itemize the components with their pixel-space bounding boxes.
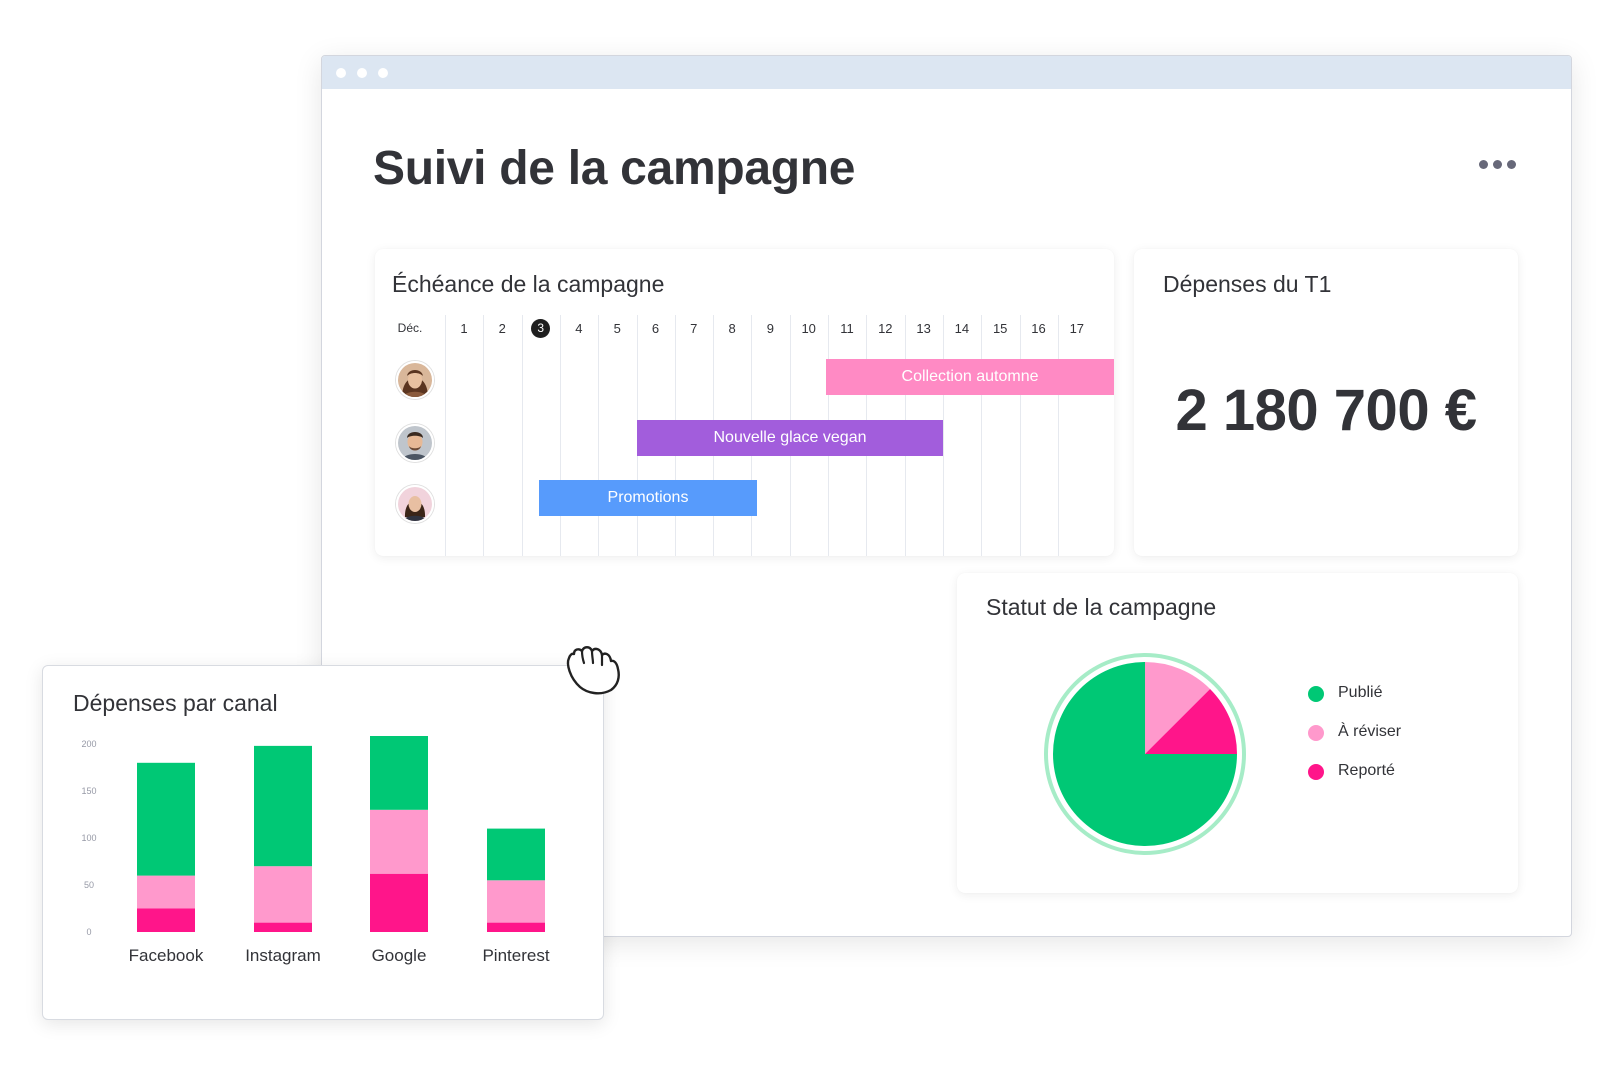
bar-segment[interactable] [487, 828, 545, 881]
legend-label: Reporté [1338, 762, 1395, 779]
channel-bar-chart: 0 50 100 150 200 Facebook Instagram Google Pinte… [81, 736, 550, 965]
timeline-day-label: 7 [690, 321, 698, 336]
channel-spend-title: Dépenses par canal [73, 690, 278, 716]
dashboard-window: Suivi de la campagne Échéance de la camp… [321, 55, 1572, 937]
timeline-card-title: Échéance de la campagne [392, 271, 665, 297]
bar-segment[interactable] [370, 809, 428, 874]
timeline-day-label: 6 [651, 321, 660, 336]
legend-dot-icon [1308, 764, 1324, 780]
x-category-label: Facebook [129, 946, 204, 965]
timeline-day-label: 14 [954, 321, 970, 336]
avatar-woman-2[interactable] [396, 485, 434, 523]
timeline-gridline [445, 315, 446, 556]
timeline-gridline [559, 315, 561, 556]
timeline-gridline [942, 315, 944, 556]
timeline-gridline [483, 315, 485, 556]
timeline-gridline [981, 315, 983, 556]
pie-slice[interactable] [1145, 688, 1237, 754]
timeline-day-label: 4 [575, 321, 583, 336]
status-pie-chart [1044, 653, 1246, 855]
channel-spend-card[interactable]: Dépenses par canal 0 50 100 150 200 Facebook I… [42, 665, 604, 1020]
bar-segment[interactable] [254, 745, 312, 867]
more-options-icon[interactable] [1479, 157, 1523, 171]
avatar-man[interactable] [396, 424, 434, 462]
timeline-day-label: 15 [992, 321, 1008, 336]
x-category-label: Google [372, 946, 427, 965]
legend-label: À réviser [1338, 723, 1402, 740]
timeline-day-label: 11 [840, 321, 854, 336]
y-tick-label: 200 [81, 739, 96, 749]
window-dot-icon[interactable] [378, 68, 388, 78]
timeline-day-label: 13 [916, 321, 931, 336]
q1-spend-amount: 2 180 700 € [1175, 378, 1477, 443]
timeline-day-label: 8 [728, 321, 736, 336]
grab-hand-icon [566, 646, 620, 695]
timeline-month-label: Déc. [397, 321, 423, 335]
timeline-task-bar[interactable]: Nouvelle glace vegan [637, 420, 943, 456]
x-category-label: Pinterest [482, 946, 549, 965]
window-dot-icon[interactable] [336, 68, 346, 78]
bar-segment[interactable] [254, 922, 312, 932]
page-title: Suivi de la campagne [373, 142, 856, 195]
timeline-day-label: 12 [878, 321, 893, 336]
status-card: Statut de la campagne Publié À réviser Rep… [957, 573, 1518, 893]
timeline-day-label: 10 [801, 321, 816, 336]
y-tick-label: 0 [86, 927, 91, 937]
bar-segment[interactable] [370, 736, 428, 810]
timeline-gridline [598, 315, 600, 556]
bar-segment[interactable] [487, 880, 545, 923]
timeline-day-label: 9 [766, 321, 774, 336]
q1-spend-card: Dépenses du T1 2 180 700 € [1134, 249, 1518, 556]
y-tick-label: 150 [81, 786, 96, 796]
timeline-day-label: 17 [1069, 321, 1085, 336]
timeline-task-bar[interactable]: Promotions [539, 480, 757, 516]
bar-segment[interactable] [370, 873, 428, 932]
x-category-label: Instagram [245, 946, 321, 965]
bar-segment[interactable] [137, 875, 195, 909]
bar-segment[interactable] [137, 908, 195, 933]
legend-dot-icon [1308, 725, 1324, 741]
legend-label: Publié [1338, 684, 1383, 701]
y-tick-label: 50 [84, 880, 94, 890]
timeline-card: Échéance de la campagne Déc. 1 2 3 4 5 6 7 8 9 10… [375, 249, 1114, 556]
window-titlebar [322, 56, 1571, 89]
bar-segment[interactable] [137, 762, 195, 876]
timeline-day-label: 2 [498, 321, 506, 336]
timeline-day-label: 1 [460, 321, 468, 336]
y-tick-label: 100 [81, 833, 96, 843]
timeline-gridline [521, 315, 523, 556]
legend-dot-icon [1308, 686, 1324, 702]
timeline-gridline [1057, 315, 1059, 556]
bar-segment[interactable] [254, 866, 312, 923]
q1-spend-title: Dépenses du T1 [1163, 271, 1332, 297]
pie-slice[interactable] [1145, 662, 1211, 754]
bar-segment[interactable] [487, 922, 545, 932]
status-card-title: Statut de la campagne [986, 594, 1217, 620]
window-dot-icon[interactable] [357, 68, 367, 78]
timeline-day-label: 5 [613, 321, 621, 336]
timeline-day-label: 16 [1031, 321, 1046, 336]
timeline-today-marker: 3 [531, 319, 551, 338]
timeline-task-bar[interactable]: Collection automne [826, 359, 1114, 395]
timeline-gridline [1019, 315, 1021, 556]
avatar-woman-1[interactable] [396, 361, 434, 399]
